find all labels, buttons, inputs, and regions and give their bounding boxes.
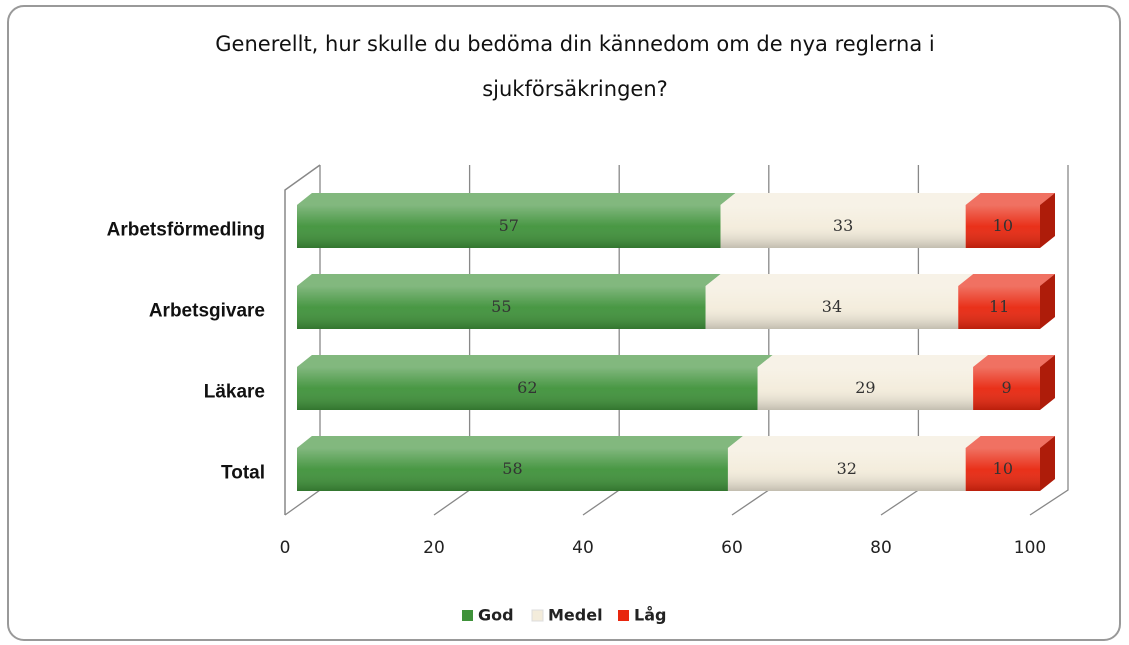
data-label: 9 — [1001, 378, 1011, 397]
bar-side — [1040, 436, 1055, 491]
bar-top — [297, 274, 721, 286]
data-label: 55 — [491, 297, 511, 316]
category-label: Läkare — [204, 382, 265, 403]
bar-top-shade — [965, 436, 1055, 448]
legend-label: Låg — [634, 606, 666, 625]
legend-swatch — [618, 610, 629, 621]
bar-shine — [720, 205, 966, 248]
data-label: 58 — [502, 459, 522, 478]
data-label: 29 — [855, 378, 875, 397]
bar-side — [1040, 355, 1055, 410]
side-wall — [284, 164, 321, 515]
data-label: 62 — [517, 378, 537, 397]
bar-shine — [958, 286, 1040, 329]
bar-top — [297, 436, 743, 448]
bar-top-shade — [727, 436, 981, 448]
legend-swatch — [462, 610, 473, 621]
bar-top — [965, 436, 1055, 448]
data-label: 57 — [499, 216, 519, 235]
bar-shine — [727, 448, 966, 491]
bar-top-shade — [958, 274, 1055, 286]
bar-shine — [965, 448, 1040, 491]
bar-top — [973, 355, 1055, 367]
bar-top-shade — [297, 436, 743, 448]
bar-shine — [705, 286, 959, 329]
data-label: 10 — [993, 216, 1013, 235]
data-label: 10 — [993, 459, 1013, 478]
bar-top-shade — [297, 193, 736, 205]
grid-line — [1029, 165, 1069, 516]
bar-top — [297, 355, 773, 367]
bar-top — [727, 436, 981, 448]
category-label: Total — [221, 463, 265, 484]
bar-top — [965, 193, 1055, 205]
category-label: Arbetsförmedling — [107, 220, 265, 241]
bar-shine — [965, 205, 1040, 248]
x-tick-label: 60 — [721, 538, 743, 558]
bar-top-shade — [705, 274, 974, 286]
bar-shine — [297, 367, 758, 410]
category-label: Arbetsgivare — [149, 301, 265, 322]
x-tick-label: 80 — [870, 538, 892, 558]
bar-top-shade — [297, 355, 773, 367]
data-label: 33 — [833, 216, 853, 235]
bar-top — [705, 274, 974, 286]
bar-side — [1040, 274, 1055, 329]
bar-shine — [757, 367, 974, 410]
bar-top-shade — [720, 193, 981, 205]
bar-side-shade — [1040, 436, 1055, 491]
bar-side-shade — [1040, 274, 1055, 329]
legend-label: Medel — [548, 606, 603, 625]
bar-shine — [297, 205, 721, 248]
bar-top-shade — [297, 274, 721, 286]
bar-top — [958, 274, 1055, 286]
x-tick-label: 100 — [1014, 538, 1046, 558]
bar-top-shade — [973, 355, 1055, 367]
x-tick-label: 0 — [280, 538, 291, 558]
bar-top — [720, 193, 981, 205]
bar-shine — [297, 448, 728, 491]
bar-top-shade — [965, 193, 1055, 205]
bar-top — [297, 193, 736, 205]
data-label: 32 — [837, 459, 857, 478]
data-label: 34 — [822, 297, 842, 316]
bar-shine — [973, 367, 1040, 410]
bar-side-shade — [1040, 355, 1055, 410]
bar-side-shade — [1040, 193, 1055, 248]
bar-top-shade — [757, 355, 989, 367]
x-tick-label: 20 — [423, 538, 445, 558]
legend-label: God — [478, 606, 514, 625]
bar-side — [1040, 193, 1055, 248]
bar-top — [757, 355, 989, 367]
legend-swatch — [531, 609, 544, 622]
bar-shine — [297, 286, 706, 329]
chart-title: Generellt, hur skulle du bedöma din känn… — [215, 32, 934, 101]
data-label: 11 — [989, 297, 1009, 316]
x-tick-label: 40 — [572, 538, 594, 558]
